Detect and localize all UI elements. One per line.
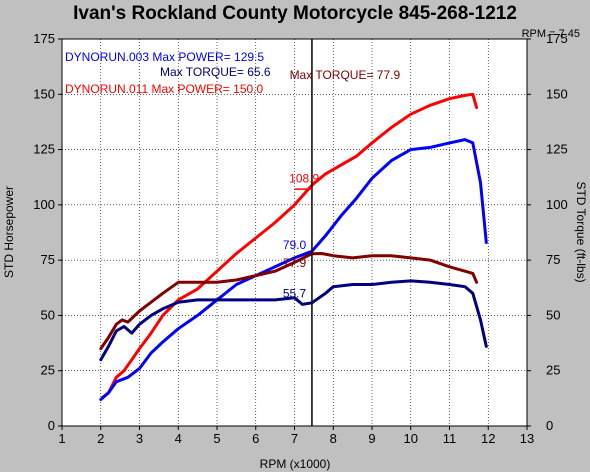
cursor-label: RPM = 7.45: [522, 28, 580, 40]
y-tick-label-left: 75: [41, 252, 55, 267]
y-tick-label-left: 0: [48, 418, 55, 433]
x-axis-label: RPM (x1000): [260, 457, 331, 471]
data-label: 79.0: [283, 238, 307, 252]
series-line: [99, 279, 488, 362]
y-tick-label-left: 50: [41, 307, 55, 322]
y-tick-label-right: 0: [546, 418, 553, 433]
data-label: 77.9: [283, 256, 307, 270]
x-tick-label: 4: [175, 431, 182, 446]
right-axis-ticks: 0 25 50 75 100 125 150 175: [527, 31, 568, 433]
x-tick-label: 2: [97, 431, 104, 446]
left-axis-ticks: 0 25 50 75 100 125 150 175: [33, 31, 62, 433]
x-tick-label: 3: [136, 431, 143, 446]
x-tick-label: 12: [481, 431, 495, 446]
data-label: Max TORQUE= 77.9: [290, 68, 401, 82]
chart-title: Ivan's Rockland County Motorcycle 845-26…: [73, 3, 517, 24]
y-axis-label-left: STD Horsepower: [2, 186, 16, 278]
series-line: [99, 252, 479, 351]
y-tick-label-right: 150: [546, 86, 568, 101]
y-tick-label-right: 100: [546, 197, 568, 212]
plot-area: [61, 38, 528, 427]
x-tick-label: 1: [58, 431, 65, 446]
x-tick-label: 11: [443, 431, 457, 446]
x-tick-label: 9: [368, 431, 375, 446]
data-label: 108.9: [289, 172, 319, 186]
x-tick-label: 8: [330, 431, 337, 446]
legend-entry: DYNORUN.003 Max POWER= 129.5: [65, 50, 264, 64]
x-tick-label: 6: [252, 431, 259, 446]
y-tick-label-left: 125: [33, 142, 55, 157]
legend-entry: Max TORQUE= 65.6: [160, 65, 271, 79]
x-tick-label: 13: [520, 431, 534, 446]
x-tick-label: 7: [291, 431, 298, 446]
data-label: 55.7: [283, 287, 307, 301]
series-line: [99, 138, 488, 401]
y-tick-label-left: 25: [41, 363, 55, 378]
y-tick-label-right: 50: [546, 307, 560, 322]
grid: [62, 39, 527, 426]
y-axis-label-right: STD Torque (ft-lbs): [574, 181, 588, 282]
legend-entry: DYNORUN.011 Max POWER= 150.0: [65, 82, 264, 96]
y-tick-label-right: 25: [546, 363, 560, 378]
y-tick-label-right: 75: [546, 252, 560, 267]
x-tick-label: 10: [404, 431, 418, 446]
series-line: [101, 92, 479, 399]
y-tick-label-right: 175: [546, 31, 568, 46]
x-tick-label: 5: [213, 431, 220, 446]
series-lines: [99, 92, 488, 401]
y-tick-label-left: 175: [33, 31, 55, 46]
y-tick-label-right: 125: [546, 142, 568, 157]
x-axis-ticks: 1 2 3 4 5 6 7 8 9 10 11 12 13: [58, 426, 534, 446]
annotations: Max TORQUE= 77.9 108.9 79.0 77.9 55.7: [283, 68, 401, 301]
y-tick-label-left: 150: [33, 86, 55, 101]
y-tick-label-left: 100: [33, 197, 55, 212]
